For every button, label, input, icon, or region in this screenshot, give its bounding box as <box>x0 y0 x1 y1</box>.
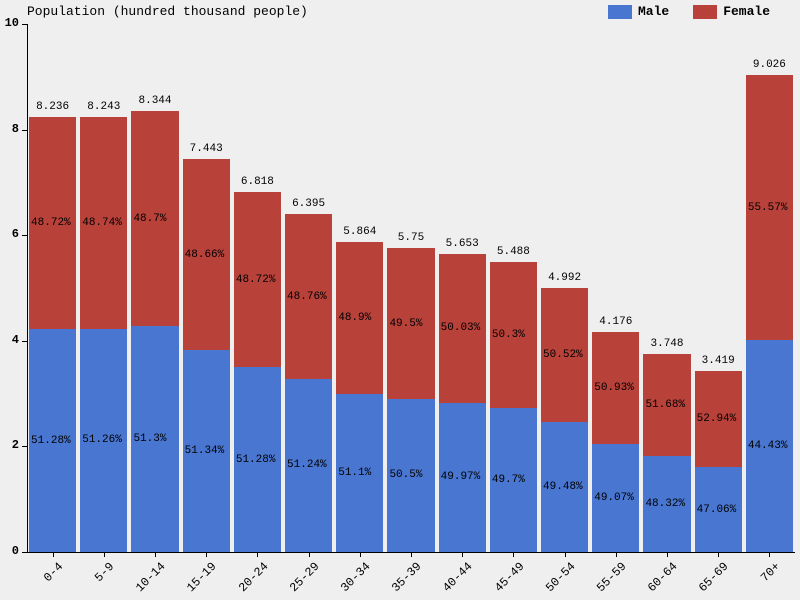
bar-total-label: 9.026 <box>753 59 786 71</box>
bar-total-label: 4.176 <box>599 316 632 328</box>
x-tick <box>667 552 668 557</box>
x-tick-label: 50-54 <box>543 559 578 594</box>
bar-male-pct-label: 51.34% <box>185 445 225 457</box>
x-tick <box>513 552 514 557</box>
bar-male-pct-label: 51.24% <box>287 459 327 471</box>
x-tick <box>360 552 361 557</box>
bar-female-pct-label: 50.03% <box>441 322 481 334</box>
bar-male-pct-label: 51.28% <box>31 435 71 447</box>
x-tick <box>769 552 770 557</box>
bar-total-label: 3.419 <box>702 355 735 367</box>
bar-female-pct-label: 48.76% <box>287 291 327 303</box>
bar-female-pct-label: 50.3% <box>492 329 525 341</box>
x-tick-label: 5-9 <box>92 560 117 585</box>
y-axis-line <box>27 24 28 552</box>
bar-total-label: 8.344 <box>138 95 171 107</box>
y-tick-label: 6 <box>0 227 19 241</box>
bar-total-label: 8.243 <box>87 101 120 113</box>
bar-male-pct-label: 49.97% <box>441 471 481 483</box>
bar-female-pct-label: 55.57% <box>748 202 788 214</box>
bar-female-pct-label: 51.68% <box>645 399 685 411</box>
bar-total-label: 3.748 <box>650 338 683 350</box>
bar-female-pct-label: 48.74% <box>82 217 122 229</box>
y-tick-label: 10 <box>0 16 19 30</box>
bar-female-pct-label: 48.7% <box>133 213 166 225</box>
legend-label-male: Male <box>638 4 669 19</box>
x-tick <box>616 552 617 557</box>
x-tick-label: 25-29 <box>287 559 322 594</box>
bar-male-pct-label: 51.3% <box>133 433 166 445</box>
legend-swatch-female <box>693 5 717 19</box>
y-axis-title: Population (hundred thousand people) <box>27 4 308 19</box>
bar-male-pct-label: 49.48% <box>543 481 583 493</box>
legend-label-female: Female <box>723 4 770 19</box>
bar-female-pct-label: 48.72% <box>236 274 276 286</box>
y-tick-label: 8 <box>0 122 19 136</box>
bar-total-label: 7.443 <box>190 143 223 155</box>
x-tick <box>257 552 258 557</box>
x-tick-label: 60-64 <box>645 559 680 594</box>
bar-male-pct-label: 47.06% <box>697 504 737 516</box>
x-tick <box>206 552 207 557</box>
x-tick <box>104 552 105 557</box>
legend: Male Female <box>608 4 770 19</box>
x-tick-label: 15-19 <box>184 559 219 594</box>
x-tick-label: 10-14 <box>133 559 168 594</box>
bar-male-pct-label: 49.07% <box>594 492 634 504</box>
bar-total-label: 6.818 <box>241 176 274 188</box>
bar-male-pct-label: 44.43% <box>748 440 788 452</box>
bar-male-pct-label: 51.28% <box>236 454 276 466</box>
bar-male-pct-label: 49.7% <box>492 474 525 486</box>
y-tick-label: 2 <box>0 438 19 452</box>
x-tick <box>565 552 566 557</box>
bar-total-label: 4.992 <box>548 272 581 284</box>
bar-female-pct-label: 48.9% <box>338 312 371 324</box>
legend-item-female: Female <box>693 4 770 19</box>
x-tick <box>53 552 54 557</box>
bar-total-label: 8.236 <box>36 101 69 113</box>
population-stacked-bar-chart: Male Female Population (hundred thousand… <box>0 0 800 600</box>
bar-total-label: 5.864 <box>343 226 376 238</box>
x-tick-label: 70+ <box>758 560 783 585</box>
x-tick-label: 55-59 <box>594 559 629 594</box>
y-tick-label: 4 <box>0 333 19 347</box>
x-tick-label: 0-4 <box>41 560 66 585</box>
bar-male-pct-label: 51.26% <box>82 434 122 446</box>
legend-item-male: Male <box>608 4 669 19</box>
x-tick <box>411 552 412 557</box>
bar-female-pct-label: 49.5% <box>389 318 422 330</box>
bar-female-pct-label: 48.66% <box>185 249 225 261</box>
bar-total-label: 6.395 <box>292 198 325 210</box>
legend-swatch-male <box>608 5 632 19</box>
x-tick-label: 30-34 <box>338 559 373 594</box>
x-tick <box>462 552 463 557</box>
bar-total-label: 5.75 <box>398 232 424 244</box>
x-tick-label: 35-39 <box>389 559 424 594</box>
bar-female-pct-label: 50.93% <box>594 382 634 394</box>
bar-female-pct-label: 48.72% <box>31 217 71 229</box>
x-tick <box>309 552 310 557</box>
x-tick-label: 45-49 <box>492 559 527 594</box>
bar-female-pct-label: 50.52% <box>543 349 583 361</box>
bar-male-pct-label: 50.5% <box>389 469 422 481</box>
x-tick-label: 20-24 <box>236 559 271 594</box>
bar-total-label: 5.653 <box>446 238 479 250</box>
y-tick-label: 0 <box>0 544 19 558</box>
bar-total-label: 5.488 <box>497 246 530 258</box>
x-tick <box>155 552 156 557</box>
bar-male-pct-label: 51.1% <box>338 467 371 479</box>
x-tick <box>718 552 719 557</box>
bar-female-pct-label: 52.94% <box>697 413 737 425</box>
x-tick-label: 65-69 <box>696 559 731 594</box>
x-tick-label: 40-44 <box>440 559 475 594</box>
bar-male-pct-label: 48.32% <box>645 498 685 510</box>
